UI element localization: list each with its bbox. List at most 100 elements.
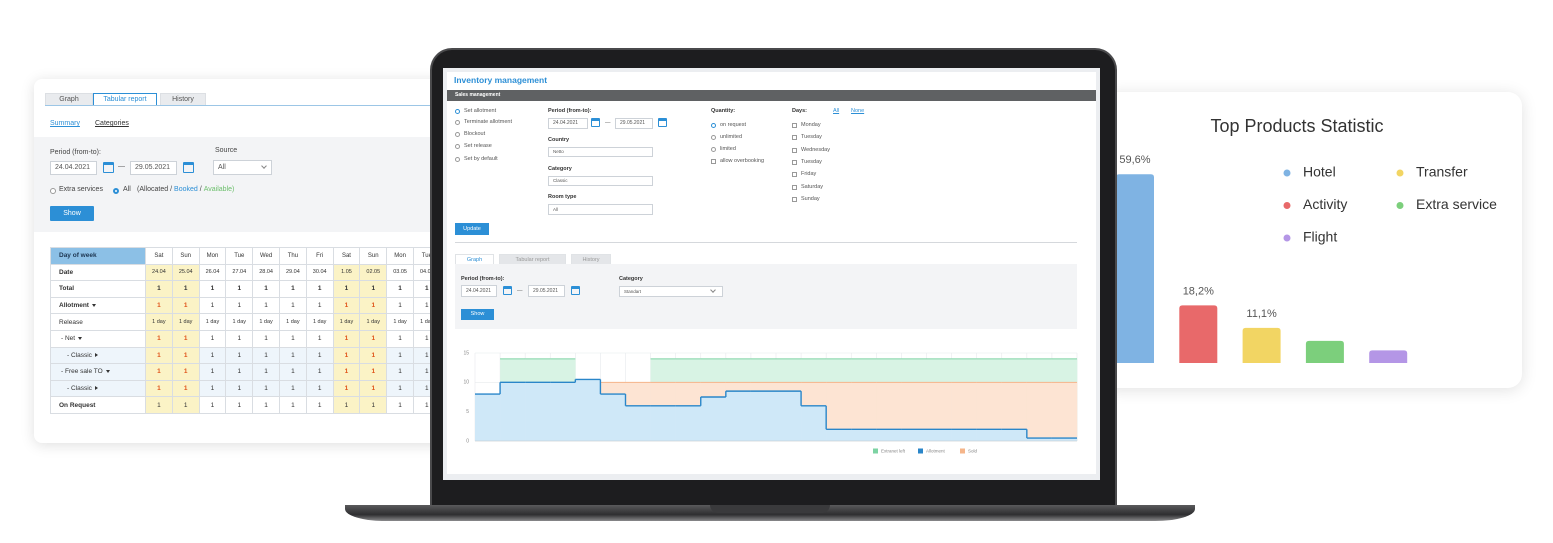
radio[interactable] — [455, 132, 460, 137]
checkbox[interactable] — [792, 172, 797, 178]
calendar-icon[interactable] — [103, 162, 114, 173]
cell-text: 1 — [183, 351, 188, 359]
table-cell: 1 — [359, 329, 388, 348]
calendar-icon[interactable] — [571, 286, 580, 295]
table-cell: 1 — [278, 396, 307, 414]
radio[interactable] — [711, 147, 716, 152]
table-cell: 1 — [145, 346, 173, 365]
option-label: Set release — [464, 143, 492, 149]
link[interactable]: All — [833, 108, 840, 114]
radio[interactable] — [455, 120, 460, 125]
cell-text: 1 — [157, 285, 161, 293]
table-cell: 1 — [171, 329, 200, 348]
button[interactable]: Show — [461, 309, 494, 320]
y-tick-label: 15 — [463, 350, 469, 356]
cell-text: 1 — [398, 401, 402, 409]
tab[interactable]: Graph — [455, 254, 494, 264]
button[interactable]: Update — [455, 223, 489, 235]
data-table: Day of week Sat Sun Mon Tue Wed Thu Fri Sat Sun Mo… — [50, 247, 441, 414]
cell-text: 27.04 — [232, 269, 247, 276]
cell-text: Release — [59, 318, 83, 326]
table-cell: 29.04 — [278, 263, 307, 282]
table-cell: 1 — [359, 396, 388, 414]
text-input[interactable]: 29.05.2021 — [528, 285, 565, 297]
tab[interactable]: Graph — [45, 93, 93, 106]
table-cell: 1 — [332, 363, 361, 381]
radio[interactable] — [711, 135, 716, 140]
header-text: Fri — [316, 252, 324, 259]
text-input[interactable]: 24.04.2021 — [50, 161, 97, 175]
text-input[interactable]: 24.04.2021 — [548, 118, 588, 129]
checkbox[interactable] — [792, 147, 797, 153]
header-text: Tue — [421, 252, 432, 259]
cell-text: 1 — [317, 302, 322, 310]
text-input[interactable]: 24.04.2021 — [461, 285, 497, 297]
table-cell: 1 — [198, 379, 227, 398]
radio[interactable] — [113, 188, 119, 194]
cell-text: 1 — [398, 335, 402, 343]
link[interactable]: Summary — [50, 120, 80, 127]
calendar-icon[interactable] — [658, 118, 667, 127]
text-input[interactable]: Standart — [619, 286, 723, 297]
cell-text: 1 — [210, 302, 215, 310]
cell-text: 1 — [237, 368, 242, 376]
radio[interactable] — [50, 188, 56, 194]
area-step — [600, 394, 626, 441]
checkbox[interactable] — [792, 135, 797, 141]
text-input[interactable]: Classic — [548, 176, 653, 186]
legend-dot — [1396, 202, 1404, 209]
tab[interactable]: Tabular report — [93, 93, 157, 106]
option-label: Sunday — [801, 195, 820, 202]
text-input[interactable]: 29.05.2021 — [130, 161, 177, 175]
text-input[interactable]: 29.05.2021 — [615, 118, 653, 129]
checkbox[interactable] — [792, 123, 797, 128]
radio[interactable] — [455, 144, 460, 149]
area-step — [750, 391, 777, 441]
bar — [1116, 174, 1154, 363]
header-cell: Sat — [332, 247, 361, 265]
area-step — [876, 429, 902, 441]
area-step — [1001, 429, 1028, 441]
table-cell: 1 — [386, 396, 414, 414]
table-cell: 1 — [198, 363, 227, 381]
table-cell: 1 — [359, 363, 388, 381]
cell-text: 1 — [398, 285, 402, 293]
link[interactable]: Categories — [95, 120, 129, 127]
table-cell: 1 — [145, 296, 173, 315]
radio[interactable] — [455, 109, 460, 114]
text-input[interactable]: Netto — [548, 147, 653, 157]
row-header: - Classic — [50, 379, 146, 398]
table-row: - Classic 1 1 1 1 1 1 1 1 1 1 1 — [50, 379, 441, 398]
table-cell: 1 — [171, 379, 200, 398]
value-label: 11,1% — [1246, 308, 1277, 320]
table-cell: 1 — [225, 280, 254, 298]
calendar-icon[interactable] — [183, 162, 194, 173]
link[interactable]: None — [851, 108, 865, 114]
calendar-icon[interactable] — [591, 118, 600, 127]
tab[interactable]: Tabular report — [499, 254, 566, 264]
table-cell: 1 — [252, 280, 280, 298]
calendar-icon[interactable] — [503, 286, 512, 295]
table-cell: 1 — [252, 346, 280, 365]
inventory-chart: 0 5 10 15 Extranet left Allotment Sold — [463, 350, 1078, 454]
checkbox[interactable] — [792, 184, 797, 190]
radio[interactable] — [711, 123, 716, 128]
option-label: Tuesday — [801, 134, 822, 141]
button[interactable]: Show — [50, 206, 94, 221]
cell-text: 1 — [344, 302, 349, 310]
cell-text: 1 day — [178, 319, 193, 326]
text-input[interactable]: All — [213, 160, 272, 175]
cell-text: 1 day — [286, 319, 300, 326]
cell-text: 1 — [237, 351, 242, 359]
checkbox[interactable] — [792, 196, 797, 202]
text-input[interactable]: All — [548, 204, 653, 215]
checkbox[interactable] — [711, 159, 716, 164]
radio[interactable] — [455, 157, 460, 162]
legend-label: Allotment — [926, 449, 946, 454]
tab[interactable]: History — [160, 93, 206, 106]
checkbox[interactable] — [792, 159, 797, 165]
tab[interactable]: History — [571, 254, 611, 264]
filter-note: (Allocated / Booked / Available) — [137, 186, 236, 193]
header-cell: Day of week — [50, 247, 146, 265]
cell-text: 1 — [210, 385, 215, 393]
